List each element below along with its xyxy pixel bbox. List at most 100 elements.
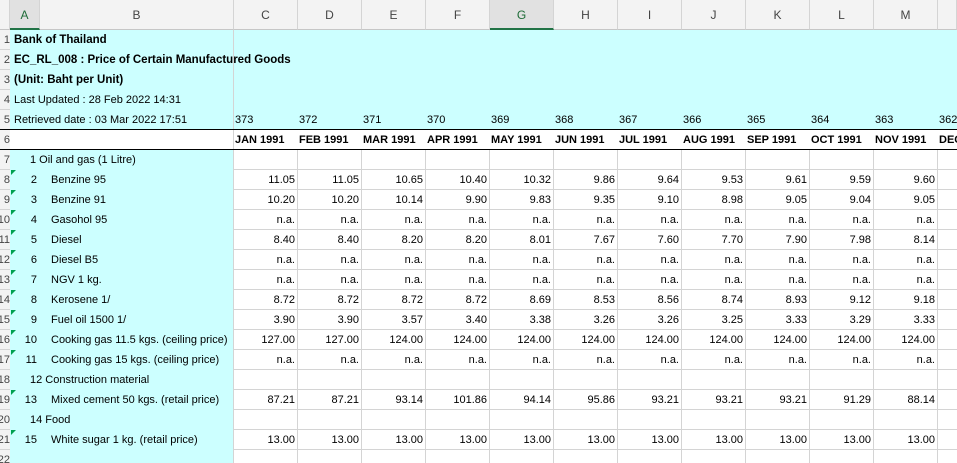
row-header-6[interactable]: 6: [0, 130, 10, 150]
price-cell[interactable]: 9.83: [529, 194, 551, 206]
price-cell[interactable]: 9.61: [785, 174, 807, 186]
item-number[interactable]: 2: [30, 174, 37, 186]
series-code[interactable]: 363: [875, 114, 894, 126]
price-cell[interactable]: 88.14: [907, 394, 935, 406]
price-cell[interactable]: n.a.: [660, 254, 679, 266]
price-cell[interactable]: n.a.: [660, 354, 679, 366]
price-cell[interactable]: 124.00: [837, 334, 871, 346]
price-cell[interactable]: n.a.: [340, 354, 359, 366]
price-cell[interactable]: 13.00: [843, 434, 871, 446]
price-cell[interactable]: n.a.: [596, 354, 615, 366]
column-header-a[interactable]: A: [10, 0, 40, 30]
category-label[interactable]: 1 Oil and gas (1 Litre): [30, 154, 136, 166]
price-cell[interactable]: 8.40: [273, 234, 295, 246]
item-label[interactable]: Diesel: [51, 234, 82, 246]
price-cell[interactable]: 8.74: [721, 294, 743, 306]
row-header-8[interactable]: 8: [0, 170, 10, 190]
price-cell[interactable]: 9.18: [913, 294, 935, 306]
price-cell[interactable]: n.a.: [788, 274, 807, 286]
price-cell[interactable]: 8.93: [785, 294, 807, 306]
column-header-f[interactable]: F: [426, 0, 490, 30]
column-header-e[interactable]: E: [362, 0, 426, 30]
price-cell[interactable]: 10.20: [331, 194, 359, 206]
price-cell[interactable]: n.a.: [404, 214, 423, 226]
price-cell[interactable]: 7.67: [593, 234, 615, 246]
price-cell[interactable]: 13.00: [267, 434, 295, 446]
row-header-16[interactable]: 16: [0, 330, 10, 350]
price-cell[interactable]: 9.05: [785, 194, 807, 206]
price-cell[interactable]: 95.86: [587, 394, 615, 406]
select-all-corner[interactable]: [0, 0, 10, 30]
price-cell[interactable]: n.a.: [788, 214, 807, 226]
row-header-18[interactable]: 18: [0, 370, 10, 390]
item-number[interactable]: 3: [30, 194, 37, 206]
item-number[interactable]: 15: [24, 434, 37, 446]
price-cell[interactable]: n.a.: [788, 354, 807, 366]
price-cell[interactable]: 124.00: [581, 334, 615, 346]
price-cell[interactable]: 7.90: [785, 234, 807, 246]
month-header[interactable]: JUN 1991: [555, 134, 605, 146]
item-number[interactable]: 10: [24, 334, 37, 346]
column-header-d[interactable]: D: [298, 0, 362, 30]
item-number[interactable]: 4: [30, 214, 37, 226]
price-cell[interactable]: n.a.: [724, 254, 743, 266]
price-cell[interactable]: 9.59: [849, 174, 871, 186]
price-cell[interactable]: n.a.: [404, 354, 423, 366]
price-cell[interactable]: 8.14: [913, 234, 935, 246]
month-header[interactable]: JAN 1991: [235, 134, 285, 146]
price-cell[interactable]: n.a.: [404, 254, 423, 266]
price-cell[interactable]: 93.14: [395, 394, 423, 406]
price-cell[interactable]: n.a.: [660, 274, 679, 286]
price-cell[interactable]: 11.05: [332, 174, 359, 186]
price-cell[interactable]: n.a.: [916, 254, 935, 266]
row-header-3[interactable]: 3: [0, 70, 10, 90]
price-cell[interactable]: 3.29: [849, 314, 871, 326]
price-cell[interactable]: 3.90: [273, 314, 295, 326]
item-label[interactable]: Mixed cement 50 kgs. (retail price): [51, 394, 220, 406]
price-cell[interactable]: n.a.: [852, 214, 871, 226]
column-header-overflow[interactable]: [938, 0, 957, 30]
price-cell[interactable]: n.a.: [852, 274, 871, 286]
column-header-h[interactable]: H: [554, 0, 618, 30]
series-code[interactable]: 372: [299, 114, 318, 126]
price-cell[interactable]: n.a.: [596, 274, 615, 286]
item-number[interactable]: 8: [30, 294, 37, 306]
series-code[interactable]: 371: [363, 114, 382, 126]
price-cell[interactable]: 9.04: [849, 194, 871, 206]
item-label[interactable]: Cooking gas 15 kgs. (ceiling price): [51, 354, 220, 366]
price-cell[interactable]: 124.00: [517, 334, 551, 346]
row-header-20[interactable]: 20: [0, 410, 10, 430]
price-cell[interactable]: 87.21: [331, 394, 359, 406]
series-code[interactable]: 365: [747, 114, 766, 126]
price-cell[interactable]: 13.00: [907, 434, 935, 446]
column-header-l[interactable]: L: [810, 0, 874, 30]
month-header[interactable]: MAR 1991: [363, 134, 416, 146]
price-cell[interactable]: 8.72: [465, 294, 487, 306]
price-cell[interactable]: 13.00: [395, 434, 423, 446]
last-updated-text[interactable]: Last Updated : 28 Feb 2022 14:31: [14, 94, 181, 106]
price-cell[interactable]: n.a.: [532, 214, 551, 226]
price-cell[interactable]: n.a.: [660, 214, 679, 226]
price-cell[interactable]: n.a.: [788, 254, 807, 266]
item-number[interactable]: 6: [30, 254, 37, 266]
report-source[interactable]: Bank of Thailand: [14, 34, 107, 46]
price-cell[interactable]: 10.40: [459, 174, 487, 186]
item-label[interactable]: Gasohol 95: [51, 214, 108, 226]
price-cell[interactable]: n.a.: [276, 354, 295, 366]
item-label[interactable]: Diesel B5: [51, 254, 99, 266]
price-cell[interactable]: 8.40: [337, 234, 359, 246]
row-header-12[interactable]: 12: [0, 250, 10, 270]
report-unit[interactable]: (Unit: Baht per Unit): [14, 74, 124, 86]
price-cell[interactable]: n.a.: [404, 274, 423, 286]
price-cell[interactable]: n.a.: [596, 254, 615, 266]
price-cell[interactable]: 93.21: [715, 394, 743, 406]
row-header-17[interactable]: 17: [0, 350, 10, 370]
item-number[interactable]: 13: [24, 394, 37, 406]
month-header[interactable]: MAY 1991: [491, 134, 542, 146]
row-header-21[interactable]: 21: [0, 430, 10, 450]
price-cell[interactable]: 8.69: [529, 294, 551, 306]
price-cell[interactable]: 93.21: [651, 394, 679, 406]
item-label[interactable]: Benzine 95: [51, 174, 107, 186]
price-cell[interactable]: n.a.: [276, 254, 295, 266]
price-cell[interactable]: 101.86: [453, 394, 487, 406]
